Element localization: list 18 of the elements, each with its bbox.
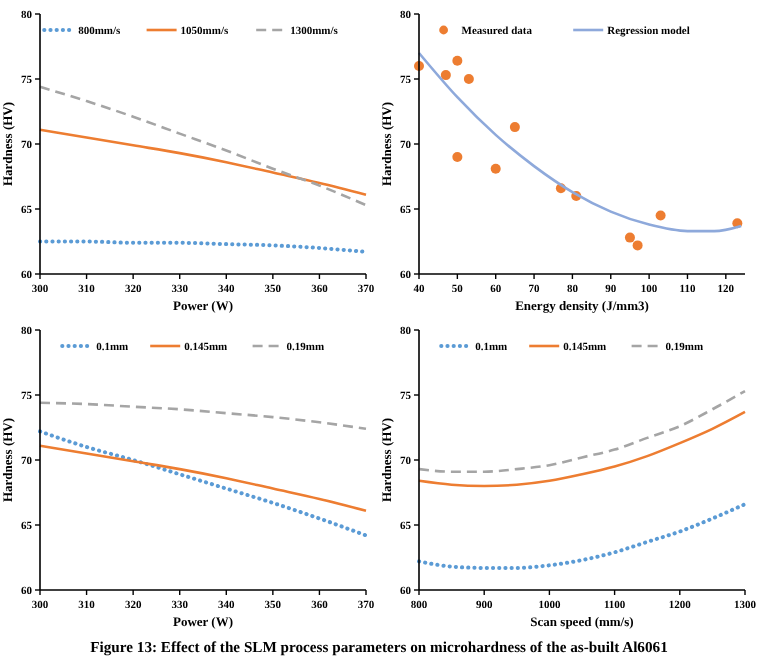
line-series	[38, 128, 368, 196]
point	[632, 240, 643, 251]
point	[490, 163, 501, 174]
line-series	[38, 85, 368, 207]
line-series	[417, 410, 747, 488]
point	[452, 152, 463, 162]
point	[509, 122, 520, 133]
point	[452, 55, 463, 66]
point	[624, 232, 635, 243]
line-series	[417, 51, 743, 233]
line-series	[417, 502, 747, 570]
line-series	[38, 444, 368, 512]
point	[440, 70, 451, 81]
line-series	[417, 389, 747, 473]
point	[463, 74, 474, 84]
line-series	[38, 401, 368, 431]
point	[655, 210, 666, 221]
line-series	[38, 429, 368, 538]
